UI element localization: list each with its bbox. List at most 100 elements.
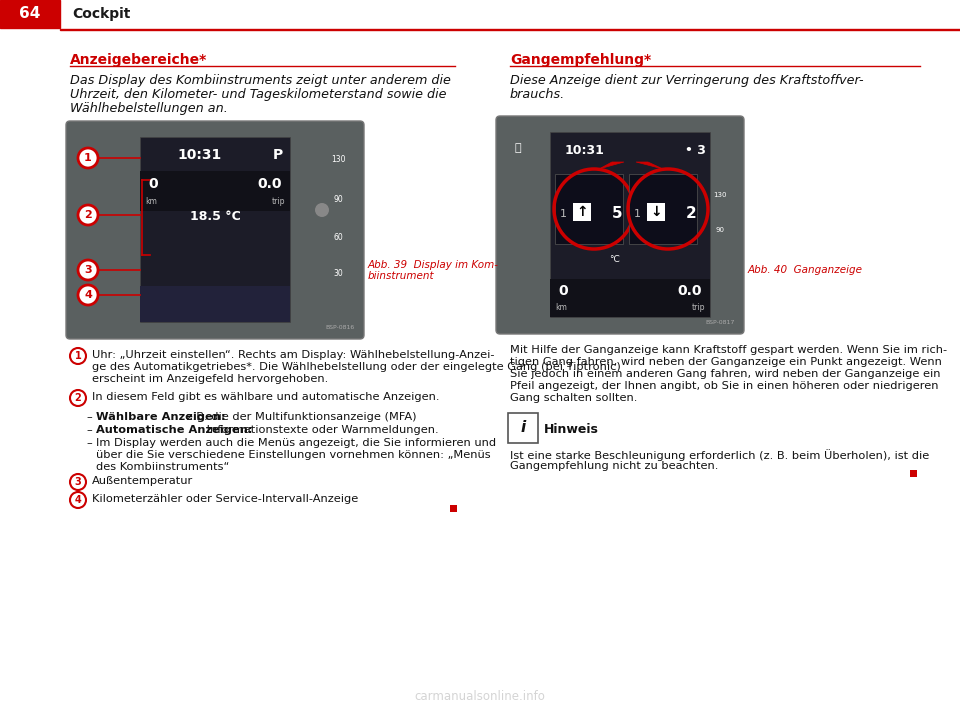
Text: 1: 1 [634,209,641,219]
Text: Anzeigebereiche*: Anzeigebereiche* [70,53,207,67]
Bar [550,279,710,317]
Bar [550,281,710,317]
Text: 1: 1 [560,209,567,219]
Text: trip: trip [272,196,285,205]
Bar [140,137,290,322]
FancyBboxPatch shape [66,121,364,339]
Text: carmanualsonline.info: carmanualsonline.info [415,690,545,701]
Text: Abb. 39  Display im Kom-: Abb. 39 Display im Kom- [368,260,499,270]
Text: P: P [273,148,283,162]
Text: 10:31: 10:31 [178,148,222,162]
Text: trip: trip [691,303,705,311]
Circle shape [70,390,86,406]
Circle shape [78,260,98,280]
Text: Hinweis: Hinweis [544,423,599,436]
Text: 10:31: 10:31 [565,144,605,156]
Text: Kilometerzähler oder Service-Intervall-Anzeige: Kilometerzähler oder Service-Intervall-A… [92,494,358,504]
Text: 60: 60 [333,233,343,242]
Text: 3: 3 [84,265,92,275]
Text: km: km [555,303,566,311]
Polygon shape [599,162,624,169]
Polygon shape [636,162,663,169]
Text: 64: 64 [19,6,40,22]
Bar [0,0,60,28]
Text: Diese Anzeige dient zur Verringerung des Kraftstoffver-: Diese Anzeige dient zur Verringerung des… [510,74,864,87]
Text: Cockpit: Cockpit [72,7,131,21]
Text: • 3: • 3 [685,144,706,156]
Text: Abb. 40  Ganganzeige: Abb. 40 Ganganzeige [748,265,863,275]
Text: 0: 0 [558,284,567,298]
Bar [647,203,665,221]
Text: °C: °C [610,255,620,264]
Text: 30: 30 [333,268,343,278]
Text: 130: 130 [331,156,346,165]
Text: 2: 2 [685,207,696,222]
Circle shape [315,203,329,217]
Text: erscheint im Anzeigefeld hervorgehoben.: erscheint im Anzeigefeld hervorgehoben. [92,374,328,384]
Text: –: – [86,438,92,448]
Bar [140,171,290,201]
Circle shape [78,148,98,168]
Text: Gangempfehlung nicht zu beachten.: Gangempfehlung nicht zu beachten. [510,461,718,471]
Text: BSP-0817: BSP-0817 [706,320,735,325]
Circle shape [78,285,98,305]
Text: 18.5 °C: 18.5 °C [190,210,240,222]
Text: 90: 90 [333,196,343,205]
Text: i: i [520,421,526,435]
Text: 0.0: 0.0 [678,284,702,298]
Text: brauchs.: brauchs. [510,88,565,101]
Text: 2: 2 [84,210,92,220]
Text: Pfeil angezeigt, der Ihnen angibt, ob Sie in einen höheren oder niedrigeren: Pfeil angezeigt, der Ihnen angibt, ob Si… [510,381,939,391]
Text: Gangempfehlung*: Gangempfehlung* [510,53,651,67]
Text: Ist eine starke Beschleunigung erforderlich (z. B. beim Überholen), ist die: Ist eine starke Beschleunigung erforderl… [510,449,929,461]
Text: ⛽: ⛽ [515,143,521,153]
Text: 90: 90 [715,227,725,233]
Text: 3: 3 [75,477,82,487]
Text: tigen Gang fahren, wird neben der Ganganzeige ein Punkt angezeigt. Wenn: tigen Gang fahren, wird neben der Gangan… [510,357,942,367]
Bar [60,29,960,30]
Circle shape [70,348,86,364]
Text: 4: 4 [75,495,82,505]
Bar [555,174,623,244]
Text: ge des Automatikgetriebes*. Die Wählhebelstellung oder der eingelegte Gang (bei : ge des Automatikgetriebes*. Die Wählhebe… [92,362,621,372]
Bar [550,132,710,317]
Text: Gang schalten sollten.: Gang schalten sollten. [510,393,637,403]
Text: km: km [145,196,156,205]
FancyBboxPatch shape [496,116,744,334]
Text: Uhr: „Uhrzeit einstellen“. Rechts am Display: Wählhebelstellung-Anzei-: Uhr: „Uhrzeit einstellen“. Rechts am Dis… [92,350,494,360]
Text: Das Display des Kombiinstruments zeigt unter anderem die: Das Display des Kombiinstruments zeigt u… [70,74,451,87]
Text: 130: 130 [713,192,727,198]
Bar [140,286,290,322]
Text: 0: 0 [148,177,157,191]
Text: Wählhebelstellungen an.: Wählhebelstellungen an. [70,102,228,115]
Circle shape [70,474,86,490]
Text: Außentemperatur: Außentemperatur [92,476,193,486]
Text: –: – [86,412,92,422]
Circle shape [78,205,98,225]
Text: In diesem Feld gibt es wählbare und automatische Anzeigen.: In diesem Feld gibt es wählbare und auto… [92,392,440,402]
Text: Automatische Anzeigen:: Automatische Anzeigen: [96,425,252,435]
Bar [910,470,917,477]
Bar [140,171,290,211]
Text: des Kombiinstruments“: des Kombiinstruments“ [96,462,229,472]
Text: ↑: ↑ [576,205,588,219]
Text: Informationstexte oder Warnmeldungen.: Informationstexte oder Warnmeldungen. [203,425,439,435]
Text: z.B. die der Multifunktionsanzeige (MFA): z.B. die der Multifunktionsanzeige (MFA) [183,412,417,422]
Text: 1: 1 [84,153,92,163]
Text: 0.0: 0.0 [257,177,282,191]
Text: Uhrzeit, den Kilometer- und Tageskilometerstand sowie die: Uhrzeit, den Kilometer- und Tageskilomet… [70,88,446,101]
Circle shape [70,492,86,508]
Text: BSP-0816: BSP-0816 [325,325,355,330]
Text: 4: 4 [84,290,92,300]
Text: Im Display werden auch die Menüs angezeigt, die Sie informieren und: Im Display werden auch die Menüs angezei… [96,438,496,448]
FancyBboxPatch shape [508,413,538,443]
Text: –: – [86,425,92,435]
Text: Mit Hilfe der Ganganzeige kann Kraftstoff gespart werden. Wenn Sie im rich-: Mit Hilfe der Ganganzeige kann Kraftstof… [510,345,948,355]
Bar [450,505,457,512]
Text: Wählbare Anzeigen:: Wählbare Anzeigen: [96,412,226,422]
Text: 2: 2 [75,393,82,403]
Text: ↓: ↓ [650,205,661,219]
Text: 1: 1 [75,351,82,361]
Text: 5: 5 [612,207,622,222]
Text: über die Sie verschiedene Einstellungen vornehmen können: „Menüs: über die Sie verschiedene Einstellungen … [96,450,491,460]
